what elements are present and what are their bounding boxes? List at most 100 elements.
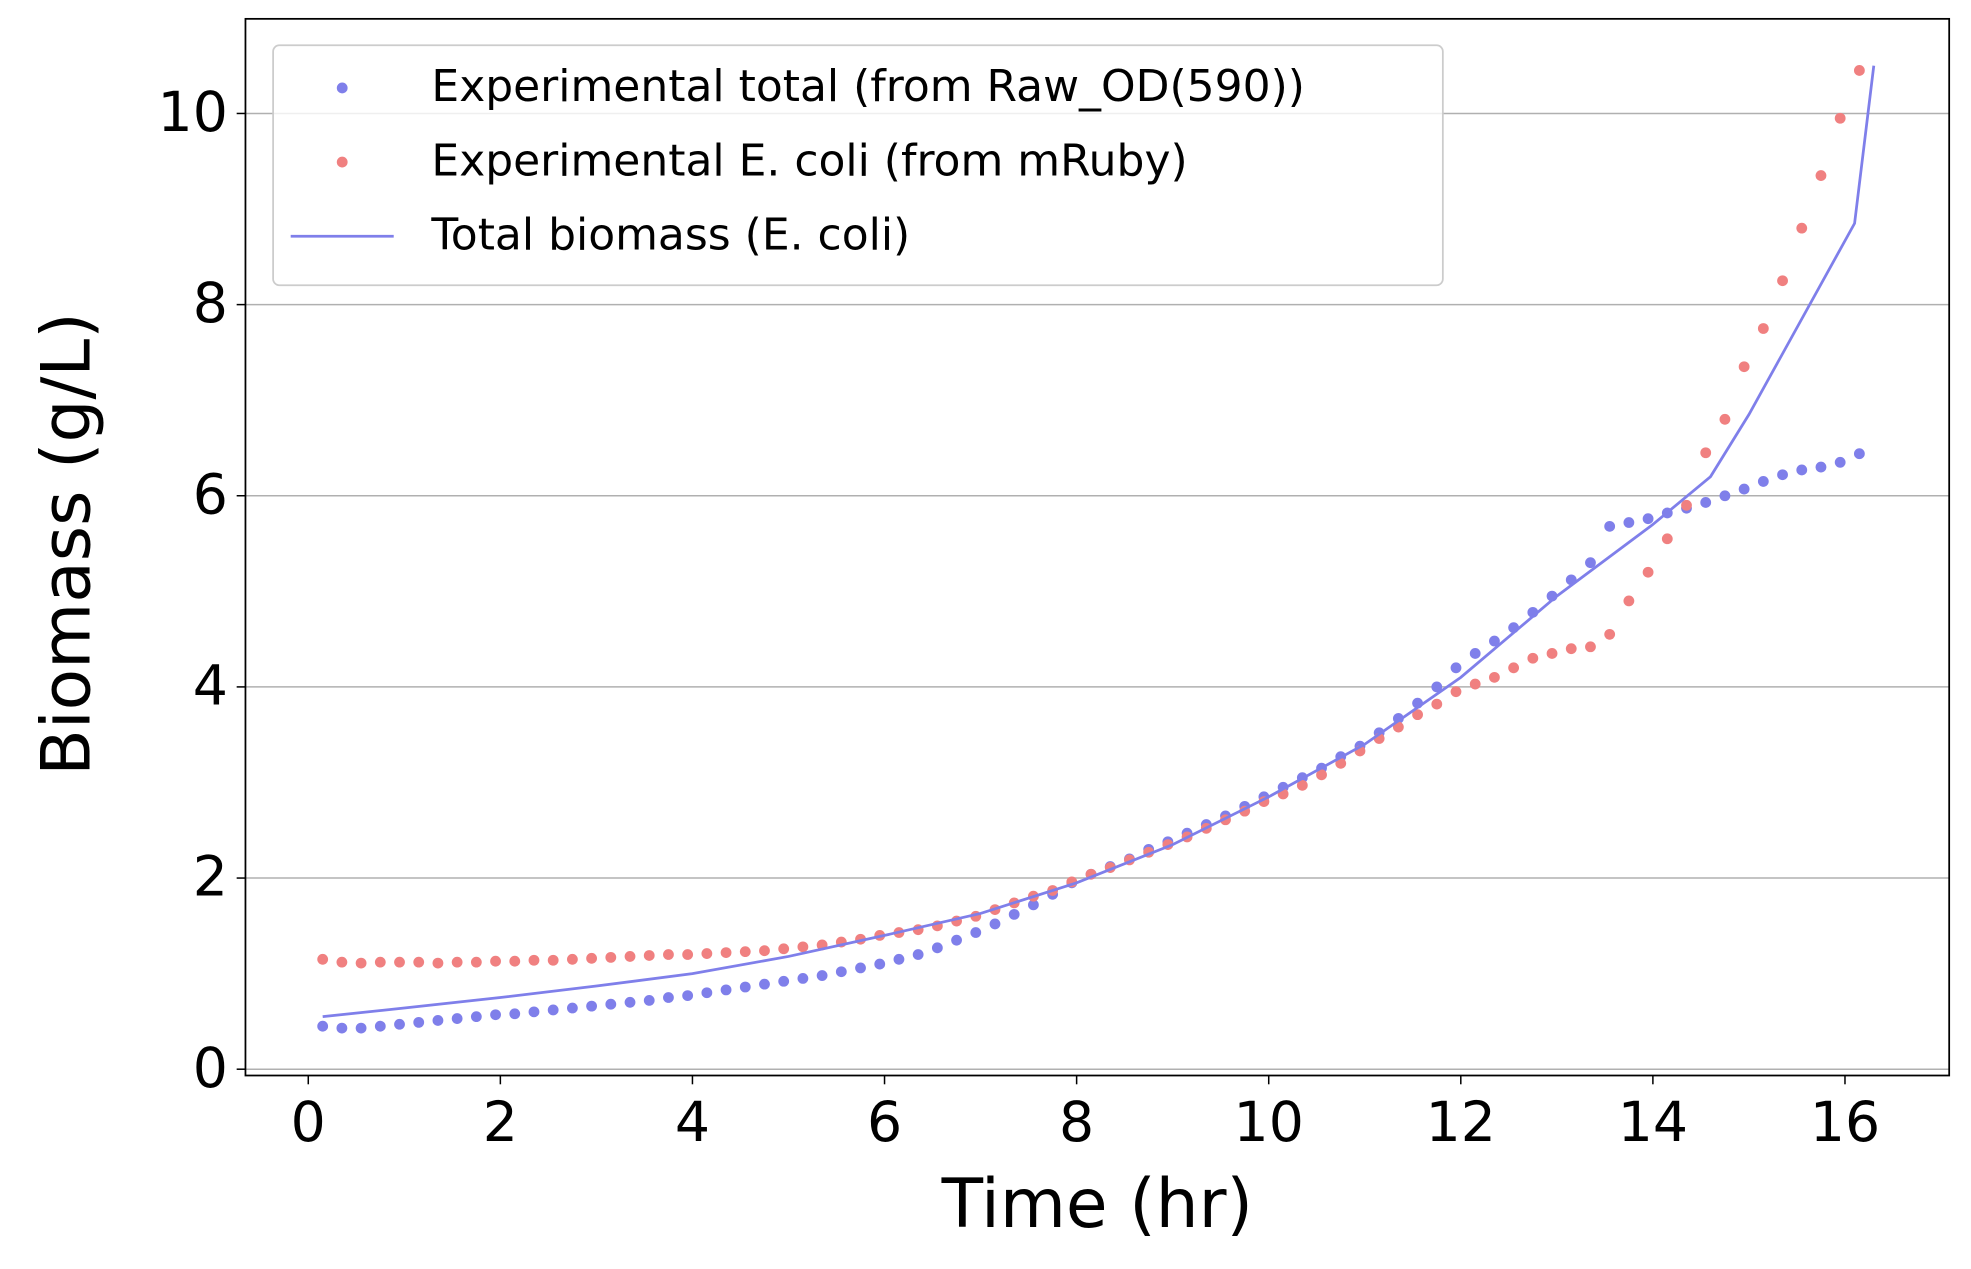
data-point [432, 957, 444, 969]
legend-box [272, 44, 1444, 287]
data-point [432, 1015, 444, 1026]
data-point [1316, 769, 1327, 781]
x-tick-label: 4 [675, 1091, 710, 1155]
y-tick-label: 10 [158, 81, 228, 145]
data-point [682, 949, 694, 960]
data-point [528, 954, 540, 966]
data-point [1412, 709, 1423, 721]
data-point [1469, 648, 1481, 659]
data-point [1585, 641, 1596, 653]
data-point [1757, 323, 1769, 334]
legend-swatch [336, 82, 348, 94]
x-tick-label: 2 [483, 1091, 518, 1155]
data-point [759, 978, 770, 990]
y-tick-label: 6 [193, 463, 228, 527]
data-point [355, 1022, 367, 1034]
data-point [586, 1000, 598, 1012]
data-point [1681, 499, 1692, 511]
data-point [720, 984, 732, 996]
data-point [451, 956, 463, 968]
data-point [470, 1011, 482, 1023]
data-point [931, 942, 943, 954]
x-tick-label: 16 [1810, 1091, 1880, 1155]
data-point [1834, 112, 1846, 124]
data-point [951, 934, 962, 946]
data-point [1450, 686, 1462, 698]
data-point [1796, 222, 1808, 234]
data-point [1738, 483, 1750, 495]
data-point [624, 996, 636, 1008]
data-point [912, 949, 924, 960]
data-point [566, 953, 578, 965]
data-point [528, 1006, 540, 1018]
x-tick-label: 12 [1426, 1091, 1496, 1155]
data-point [1757, 476, 1769, 487]
data-point [566, 1002, 578, 1014]
x-tick-label: 14 [1618, 1091, 1688, 1155]
data-point [739, 981, 751, 993]
data-point [759, 945, 770, 957]
data-point [624, 951, 636, 962]
data-point [835, 966, 847, 978]
y-tick-label: 2 [193, 846, 228, 910]
data-point [816, 970, 828, 981]
x-tick-label: 0 [291, 1091, 326, 1155]
data-point [1719, 413, 1731, 425]
data-point [1450, 662, 1462, 674]
data-point [1700, 497, 1712, 508]
data-point [1853, 65, 1865, 76]
plot-frame [244, 17, 1951, 1077]
data-point [336, 956, 348, 968]
x-tick-label: 6 [867, 1091, 902, 1155]
data-point [1815, 170, 1827, 181]
data-point [605, 998, 617, 1010]
data-point [1008, 908, 1020, 920]
x-tick-label: 10 [1234, 1091, 1304, 1155]
data-point [1604, 520, 1616, 532]
legend-label: Total biomass (E. coli) [430, 209, 910, 260]
data-point [1623, 595, 1635, 607]
data-point [893, 953, 905, 965]
data-point [720, 947, 732, 959]
data-point [1719, 490, 1731, 502]
data-point [1431, 698, 1443, 710]
data-point [413, 1016, 425, 1028]
data-point [682, 990, 694, 1002]
data-point [1028, 899, 1039, 911]
y-tick-label: 4 [193, 655, 228, 719]
data-point [739, 946, 751, 958]
data-point [1777, 469, 1788, 481]
data-point [1489, 635, 1500, 647]
data-point [1469, 678, 1481, 690]
data-point [1585, 557, 1596, 569]
data-point [1527, 652, 1539, 664]
data-point [317, 953, 329, 965]
data-point [778, 943, 790, 955]
y-tick-label: 8 [193, 272, 228, 336]
data-point [643, 994, 655, 1006]
data-point [855, 962, 866, 974]
data-point [355, 957, 367, 969]
data-point [663, 949, 674, 960]
data-point [778, 975, 790, 987]
data-point [663, 992, 674, 1003]
line [322, 65, 1876, 1019]
data-point [1296, 779, 1308, 791]
data-point [1661, 533, 1673, 545]
data-point [643, 950, 655, 961]
data-point [413, 956, 425, 968]
data-point [1335, 757, 1347, 769]
data-point [1815, 461, 1827, 473]
data-point [1738, 361, 1750, 373]
data-point [1623, 517, 1635, 528]
data-point [701, 948, 713, 959]
data-point [797, 973, 809, 984]
x-tick-label: 8 [1059, 1091, 1094, 1155]
data-point [1508, 662, 1520, 674]
data-point [336, 1022, 348, 1034]
data-point [451, 1013, 463, 1024]
data-point [490, 955, 501, 967]
data-point [509, 1008, 521, 1020]
data-point [1834, 456, 1846, 468]
